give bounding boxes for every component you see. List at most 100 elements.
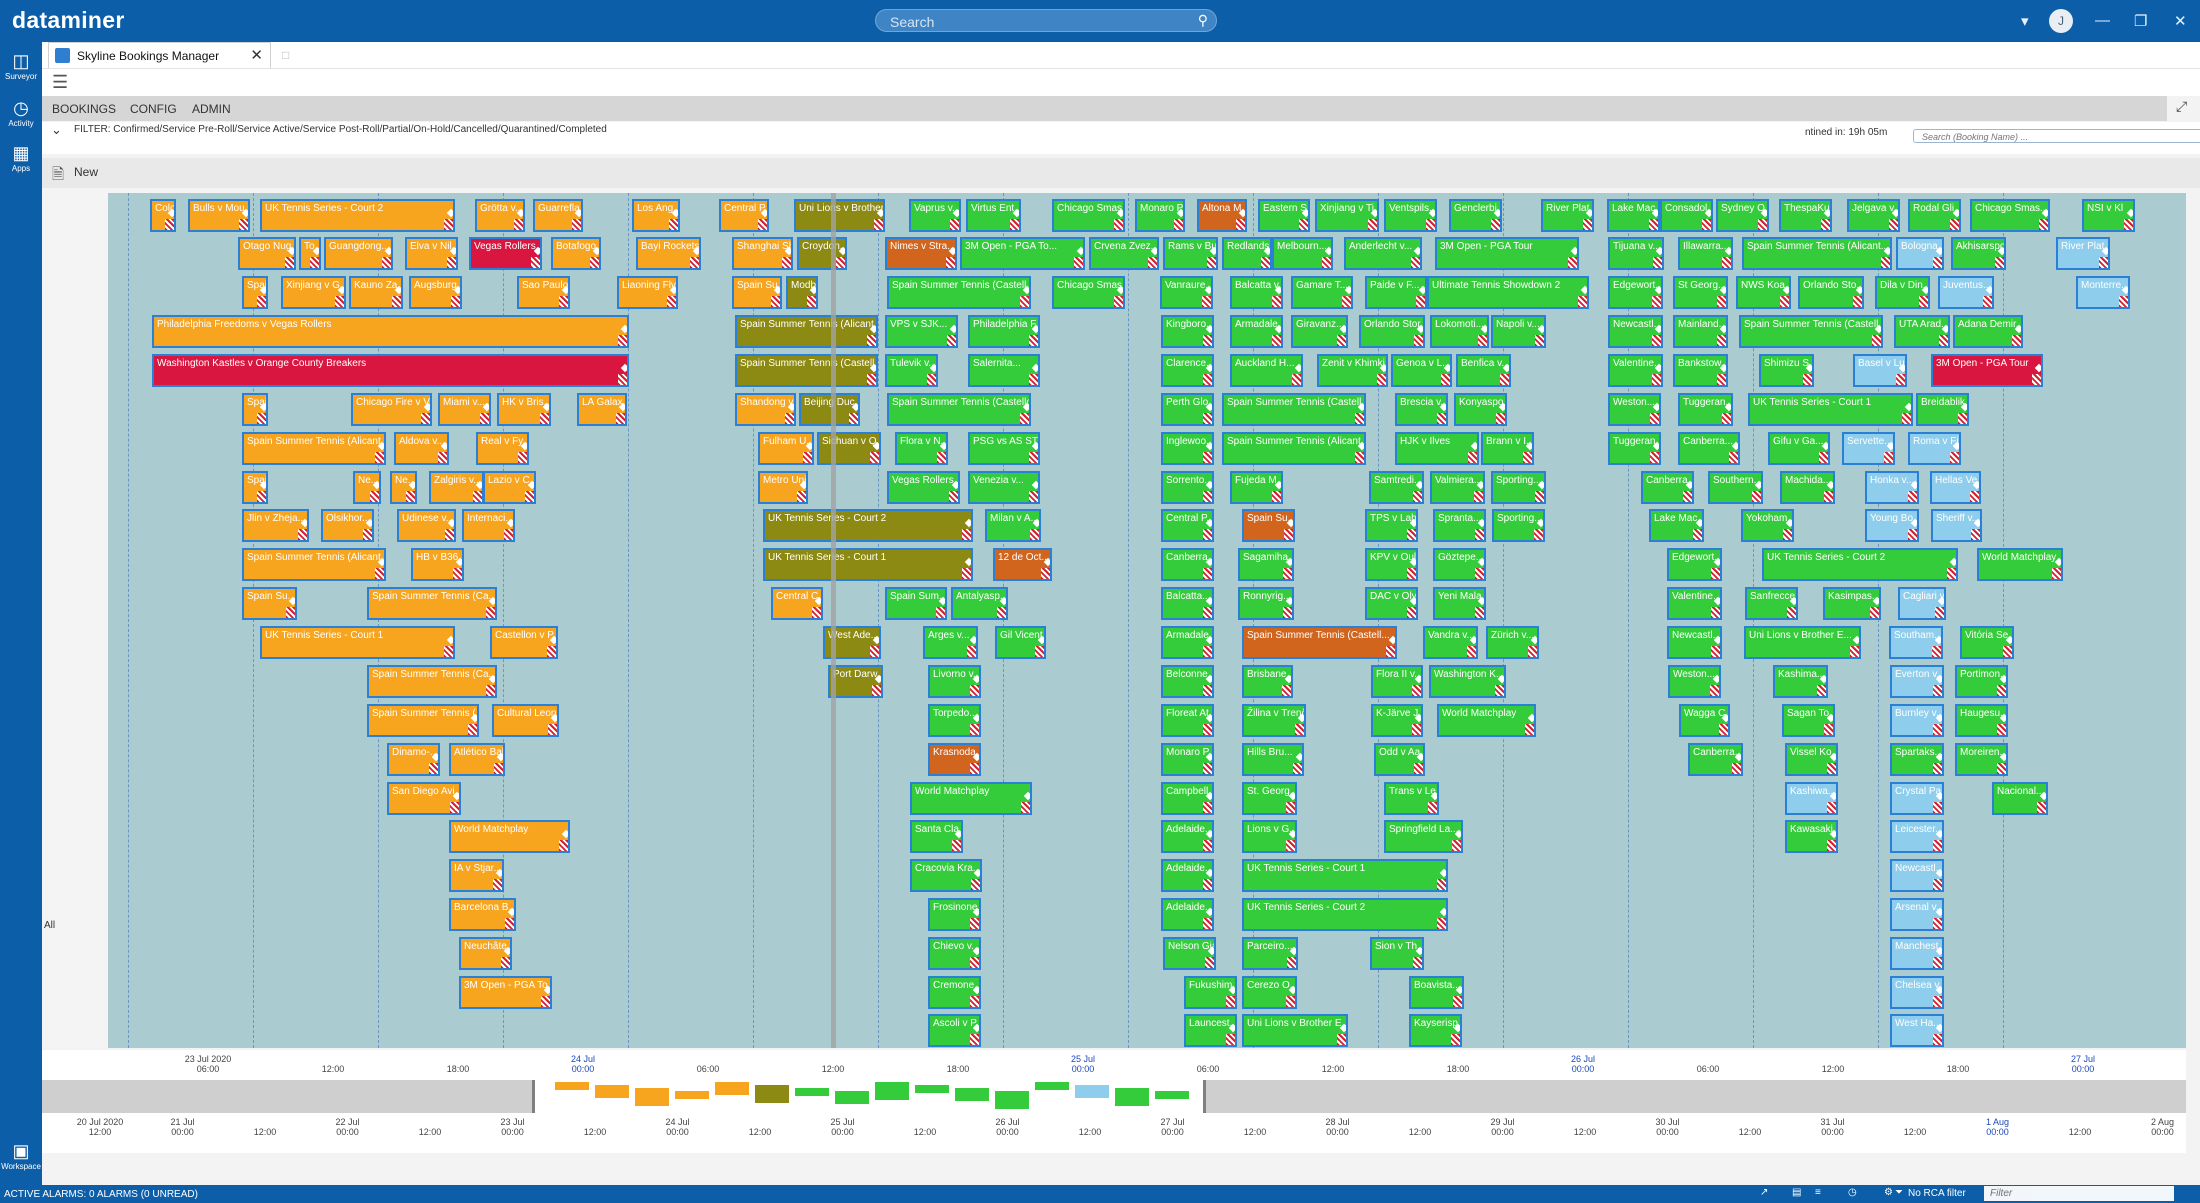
booking-block[interactable]: Sichuan v Q...: [817, 432, 881, 465]
booking-block[interactable]: To...: [299, 237, 321, 270]
booking-block[interactable]: Spain Summer Tennis (Alicant...: [735, 315, 878, 348]
booking-block[interactable]: DAC v Olym...: [1365, 587, 1418, 620]
booking-block[interactable]: Barcelona B...: [449, 898, 516, 931]
booking-block[interactable]: 3M Open - PGA Tour: [1435, 237, 1579, 270]
booking-block[interactable]: Clarence...: [1161, 354, 1214, 387]
booking-block[interactable]: Spain Summer Tennis (Alicant...: [242, 432, 386, 465]
booking-block[interactable]: Sporting...: [1492, 509, 1545, 542]
booking-search[interactable]: [1913, 129, 2200, 144]
booking-block[interactable]: Central C...: [771, 587, 823, 620]
booking-block[interactable]: Hellas Ve...: [1930, 471, 1981, 504]
booking-block[interactable]: Uni Lions v Brother E...: [1242, 1014, 1348, 1047]
booking-block[interactable]: Philadelphia F...: [968, 315, 1040, 348]
booking-block[interactable]: Bayi Rockets...: [636, 237, 701, 270]
booking-block[interactable]: Shanghai Sh...: [732, 237, 793, 270]
booking-block[interactable]: World Matchplay: [1437, 704, 1536, 737]
booking-block[interactable]: Washington K...: [1429, 665, 1506, 698]
booking-block[interactable]: 3M Open - PGA To...: [459, 976, 552, 1009]
booking-block[interactable]: UK Tennis Series - Court 2: [1762, 548, 1958, 581]
booking-block[interactable]: Vegas Rollers...: [469, 237, 542, 270]
booking-block[interactable]: Southam...: [1889, 626, 1943, 659]
booking-block[interactable]: Rams v Bulls: [1163, 237, 1218, 270]
booking-block[interactable]: Genoa v L...: [1391, 354, 1452, 387]
booking-block[interactable]: Tijuana v...: [1608, 237, 1664, 270]
booking-block[interactable]: Philadelphia Freedoms v Vegas Rollers: [152, 315, 629, 348]
booking-block[interactable]: Washington Kastles v Orange County Break…: [152, 354, 629, 387]
hamburger-icon[interactable]: ☰: [52, 72, 69, 92]
booking-block[interactable]: Trans v Le...: [1384, 782, 1439, 815]
booking-block[interactable]: Canberra...: [1688, 743, 1743, 776]
booking-block[interactable]: Lake Mac...: [1649, 509, 1704, 542]
booking-block[interactable]: Sanfrecce...: [1745, 587, 1798, 620]
tab-skyline-bookings-manager[interactable]: Skyline Bookings Manager ✕: [48, 42, 271, 68]
tab-close-icon[interactable]: ✕: [250, 47, 263, 64]
booking-block[interactable]: Nelson Gia...: [1163, 937, 1216, 970]
nav-surveyor[interactable]: ◫ Surveyor: [0, 50, 42, 81]
booking-block[interactable]: Elva v Nil...: [405, 237, 458, 270]
booking-block[interactable]: K-Järve J...: [1371, 704, 1423, 737]
booking-block[interactable]: Dila v Din...: [1875, 276, 1930, 309]
booking-block[interactable]: Crvena Zvez...: [1089, 237, 1159, 270]
booking-block[interactable]: Tuggeran...: [1678, 393, 1733, 426]
booking-block[interactable]: Sion v Th...: [1370, 937, 1424, 970]
booking-block[interactable]: West Ha...: [1890, 1014, 1944, 1047]
booking-block[interactable]: KPV v Oulu: [1365, 548, 1418, 581]
booking-block[interactable]: Castellon v P...: [490, 626, 558, 659]
booking-block[interactable]: St. Georg...: [1242, 782, 1297, 815]
booking-block[interactable]: Milan v A...: [985, 509, 1041, 542]
booking-block[interactable]: Ronnyrig...: [1238, 587, 1294, 620]
new-tab-icon[interactable]: □: [282, 48, 290, 62]
booking-block[interactable]: Belconne...: [1161, 665, 1214, 698]
booking-block[interactable]: Gamare T...: [1291, 276, 1353, 309]
booking-block[interactable]: Illawarra...: [1678, 237, 1733, 270]
booking-block[interactable]: Adelaide...: [1161, 859, 1214, 892]
minimize-icon[interactable]: —: [2095, 12, 2110, 29]
booking-block[interactable]: Spain Su...: [1242, 509, 1295, 542]
booking-block[interactable]: Zalgiris v...: [429, 471, 484, 504]
booking-block[interactable]: Paide v F...: [1365, 276, 1427, 309]
booking-block[interactable]: Spai...: [242, 471, 268, 504]
booking-block[interactable]: Otago Nug...: [238, 237, 296, 270]
booking-block[interactable]: Newcastl...: [1608, 315, 1663, 348]
booking-block[interactable]: Central P...: [1161, 509, 1214, 542]
booking-block[interactable]: Kawasaki...: [1785, 820, 1838, 853]
booking-block[interactable]: Honka v...: [1865, 471, 1919, 504]
booking-block[interactable]: ThespaKu...: [1779, 199, 1832, 232]
booking-block[interactable]: World Matchplay: [1977, 548, 2063, 581]
list-icon[interactable]: ▤: [1792, 1187, 1802, 1198]
booking-block[interactable]: Bankstow...: [1673, 354, 1728, 387]
menu-admin[interactable]: ADMIN: [192, 102, 231, 116]
fullscreen-icon[interactable]: ⤢: [2176, 98, 2188, 114]
booking-block[interactable]: Canberra...: [1678, 432, 1740, 465]
booking-block[interactable]: Spain Summer Tennis (Castell...: [1739, 315, 1883, 348]
booking-block[interactable]: Machida...: [1780, 471, 1835, 504]
booking-block[interactable]: Burnley v...: [1890, 704, 1944, 737]
booking-block[interactable]: Edgewort...: [1608, 276, 1663, 309]
booking-block[interactable]: Orlando Stor...: [1359, 315, 1425, 348]
booking-block[interactable]: Monterre...: [2076, 276, 2130, 309]
booking-block[interactable]: Leicester...: [1890, 820, 1944, 853]
booking-block[interactable]: Brescia v...: [1395, 393, 1448, 426]
booking-block[interactable]: Central P...: [719, 199, 769, 232]
booking-block[interactable]: Brann v I...: [1481, 432, 1534, 465]
booking-block[interactable]: Kasimpas...: [1823, 587, 1881, 620]
booking-block[interactable]: Servette...: [1842, 432, 1895, 465]
new-button[interactable]: New: [74, 165, 99, 179]
booking-block[interactable]: Canberra...: [1161, 548, 1214, 581]
booking-block[interactable]: Spain Summer Tennis (...: [367, 704, 479, 737]
booking-block[interactable]: Monaro P...: [1135, 199, 1185, 232]
booking-block[interactable]: NSI v Kl: [2082, 199, 2135, 232]
booking-block[interactable]: Neuchâte...: [459, 937, 512, 970]
booking-block[interactable]: Arges v...: [923, 626, 978, 659]
booking-block[interactable]: Spain Summer Tennis (Alicant...: [1742, 237, 1892, 270]
booking-block[interactable]: Roma v Fir...: [1908, 432, 1961, 465]
search-icon[interactable]: ⚲: [1197, 12, 1208, 28]
booking-block[interactable]: PSG vs AS ST E...: [968, 432, 1040, 465]
menu-bookings[interactable]: BOOKINGS: [52, 102, 117, 116]
booking-block[interactable]: Inglewoo...: [1161, 432, 1214, 465]
booking-block[interactable]: Spain Summer Tennis (Castell...: [1242, 626, 1397, 659]
user-avatar[interactable]: J: [2049, 9, 2073, 33]
status-filter-input[interactable]: [1984, 1186, 2174, 1201]
booking-block[interactable]: Spain Su...: [242, 587, 297, 620]
booking-block[interactable]: Arsenal v...: [1890, 898, 1944, 931]
